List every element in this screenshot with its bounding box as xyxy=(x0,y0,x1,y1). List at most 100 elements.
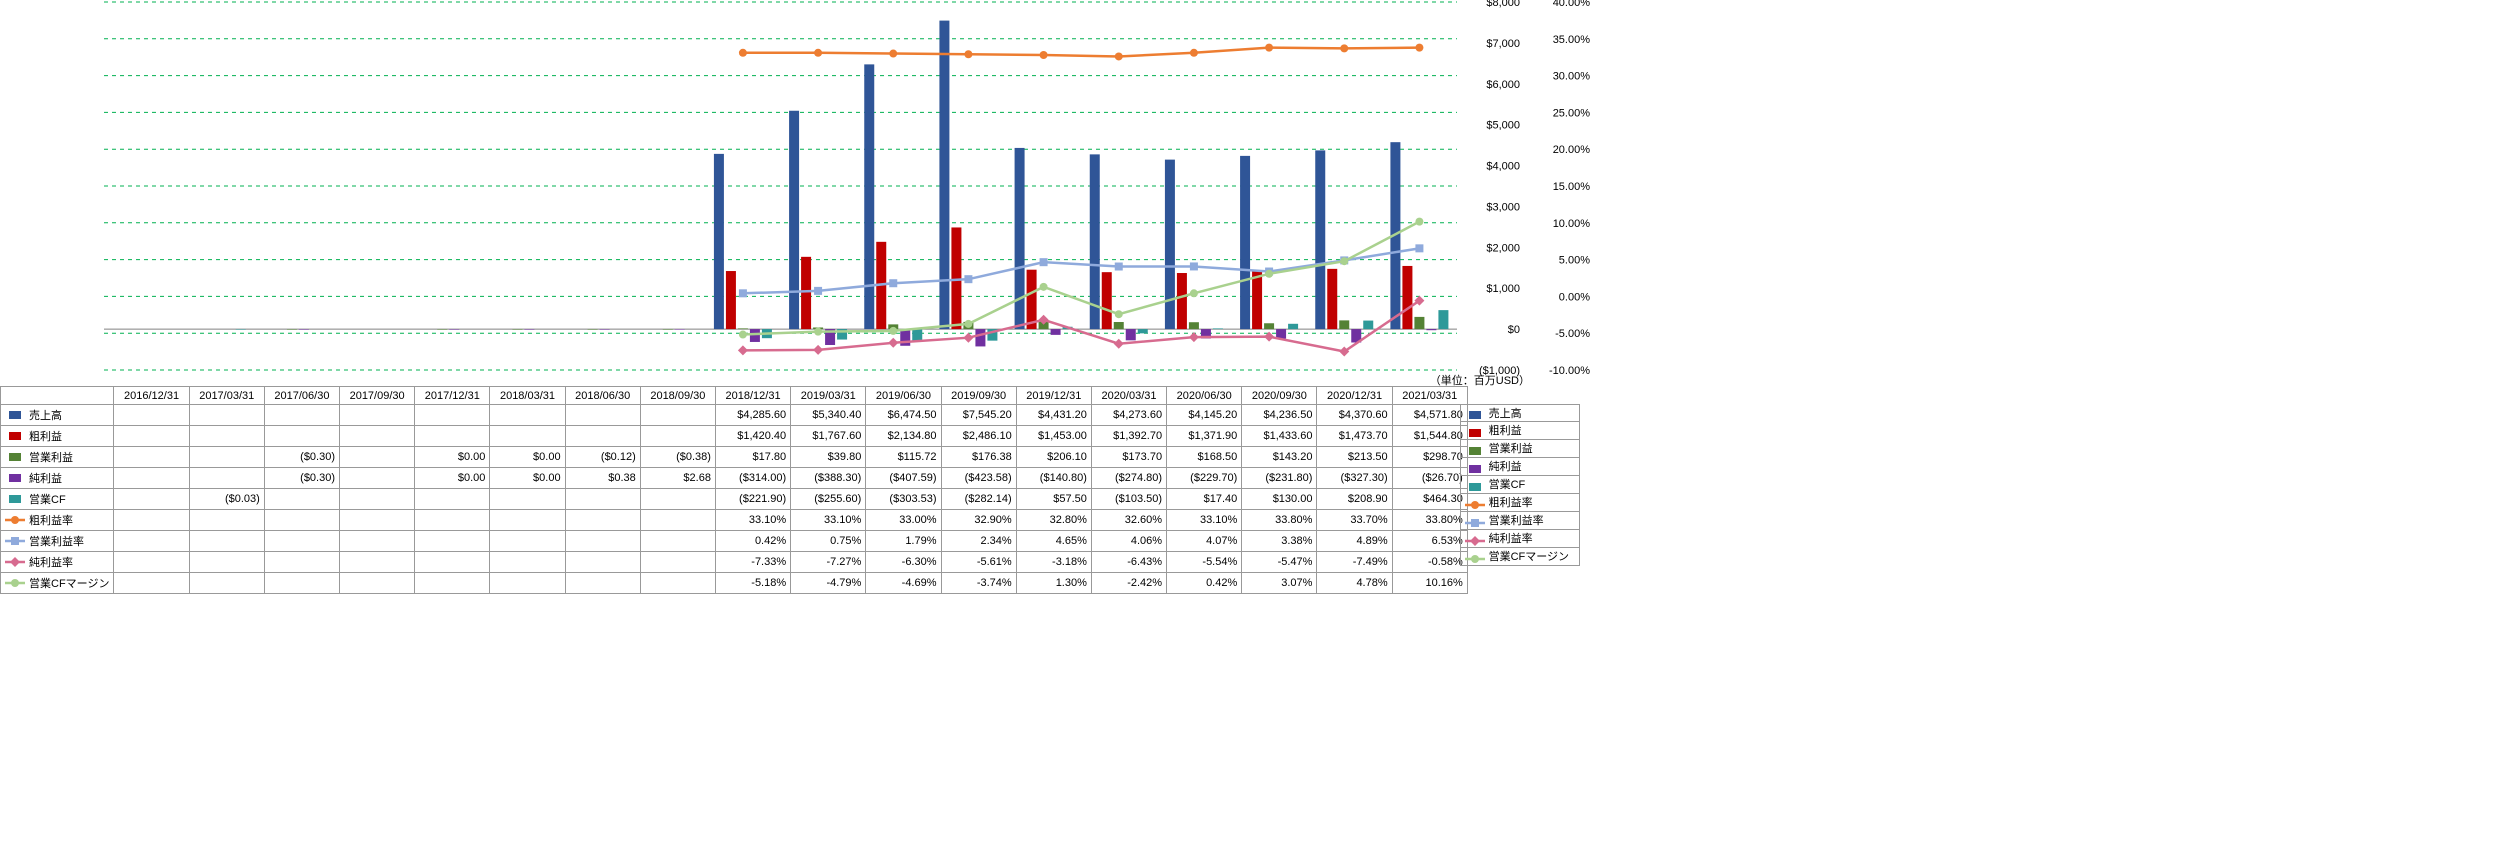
svg-text:$4,000: $4,000 xyxy=(1486,161,1520,173)
bar-opinc xyxy=(588,329,598,330)
legend-label-npm: 純利益率 xyxy=(1489,533,1533,545)
bar-netinc xyxy=(600,329,610,330)
bar-opinc xyxy=(1189,322,1199,329)
bar-opinc xyxy=(1264,323,1274,329)
legend-label-gross: 粗利益 xyxy=(1489,425,1522,437)
bar-sales xyxy=(1015,148,1025,329)
row-label-opinc: 営業利益 xyxy=(29,452,73,464)
period-header: 2018/09/30 xyxy=(640,387,715,405)
bar-opcf xyxy=(1288,324,1298,329)
period-header: 2020/12/31 xyxy=(1317,387,1392,405)
bar-sales xyxy=(864,64,874,329)
svg-text:-10.00%: -10.00% xyxy=(1549,365,1590,377)
bar-netinc xyxy=(1051,329,1061,335)
bar-gross xyxy=(951,227,961,329)
bar-opinc xyxy=(1414,317,1424,329)
bar-netinc xyxy=(1126,329,1136,340)
bar-gross xyxy=(1327,269,1337,329)
bar-netinc xyxy=(1426,329,1436,330)
bar-gross xyxy=(1402,266,1412,329)
bar-sales xyxy=(789,111,799,329)
svg-text:0.00%: 0.00% xyxy=(1559,291,1590,303)
bar-opcf xyxy=(1363,321,1373,330)
bar-opinc xyxy=(1339,320,1349,329)
svg-text:$1,000: $1,000 xyxy=(1486,283,1520,295)
legend-label-opinc: 営業利益 xyxy=(1489,443,1533,455)
bar-gross xyxy=(801,257,811,329)
period-header: 2017/03/31 xyxy=(189,387,264,405)
bar-opinc xyxy=(287,329,297,330)
bar-opinc xyxy=(1114,322,1124,329)
period-header: 2016/12/31 xyxy=(114,387,189,405)
period-header: 2020/06/30 xyxy=(1167,387,1242,405)
svg-text:15.00%: 15.00% xyxy=(1553,181,1591,193)
bar-netinc xyxy=(299,329,309,330)
bar-opcf xyxy=(236,329,246,330)
svg-text:（単位：百万USD）: （単位：百万USD） xyxy=(1430,373,1530,387)
period-header: 2021/03/31 xyxy=(1392,387,1467,405)
svg-text:$6,000: $6,000 xyxy=(1486,79,1520,91)
legend-label-opcf: 営業CF xyxy=(1489,479,1526,491)
period-header: 2018/12/31 xyxy=(715,387,790,405)
svg-text:40.00%: 40.00% xyxy=(1553,0,1591,9)
bar-gross xyxy=(726,271,736,329)
bar-netinc xyxy=(975,329,985,346)
bar-netinc xyxy=(750,329,760,342)
period-header: 2018/03/31 xyxy=(490,387,565,405)
bar-netinc xyxy=(449,329,459,330)
legend-label-sales: 売上高 xyxy=(1489,408,1522,420)
svg-text:35.00%: 35.00% xyxy=(1553,34,1591,46)
svg-text:5.00%: 5.00% xyxy=(1559,255,1590,267)
row-label-cfm: 営業CFマージン xyxy=(29,578,109,590)
svg-text:$7,000: $7,000 xyxy=(1486,38,1520,50)
period-header: 2019/12/31 xyxy=(1016,387,1091,405)
row-label-opm: 営業利益率 xyxy=(29,536,84,548)
svg-text:10.00%: 10.00% xyxy=(1553,218,1591,230)
bar-opcf xyxy=(1438,310,1448,329)
svg-text:25.00%: 25.00% xyxy=(1553,107,1591,119)
row-label-gm: 粗利益率 xyxy=(29,515,73,527)
svg-text:$0: $0 xyxy=(1508,324,1520,336)
bar-sales xyxy=(1240,156,1250,329)
row-label-netinc: 純利益 xyxy=(29,473,62,485)
row-label-npm: 純利益率 xyxy=(29,557,73,569)
period-header: 2017/12/31 xyxy=(415,387,490,405)
period-header: 2017/06/30 xyxy=(264,387,339,405)
bar-gross xyxy=(1252,270,1262,329)
bar-gross xyxy=(1177,273,1187,329)
svg-text:$5,000: $5,000 xyxy=(1486,120,1520,132)
svg-text:20.00%: 20.00% xyxy=(1553,144,1591,156)
period-header: 2019/03/31 xyxy=(791,387,866,405)
bar-netinc xyxy=(524,329,534,330)
legend-label-gm: 粗利益率 xyxy=(1489,497,1533,509)
period-header: 2019/09/30 xyxy=(941,387,1016,405)
bar-gross xyxy=(1027,270,1037,329)
svg-text:$3,000: $3,000 xyxy=(1486,201,1520,213)
bar-sales xyxy=(1315,150,1325,329)
bar-opcf xyxy=(1138,329,1148,333)
bar-opinc xyxy=(738,328,748,329)
bar-netinc xyxy=(675,329,685,330)
data-table: 2016/12/312017/03/312017/06/302017/09/30… xyxy=(0,386,1468,594)
bar-opinc xyxy=(512,329,522,330)
row-label-sales: 売上高 xyxy=(29,410,62,422)
bar-opinc xyxy=(437,329,447,330)
period-header: 2017/09/30 xyxy=(340,387,415,405)
bar-opinc xyxy=(663,329,673,330)
svg-text:$8,000: $8,000 xyxy=(1486,0,1520,9)
period-header: 2020/03/31 xyxy=(1091,387,1166,405)
financial-chart: ($1,000)$0$1,000$2,000$3,000$4,000$5,000… xyxy=(0,0,2495,402)
period-header: 2019/06/30 xyxy=(866,387,941,405)
period-header: 2020/09/30 xyxy=(1242,387,1317,405)
legend-label-cfm: 営業CFマージン xyxy=(1489,551,1569,563)
svg-text:-5.00%: -5.00% xyxy=(1555,328,1590,340)
legend-label-opm: 営業利益率 xyxy=(1489,515,1544,527)
bar-sales xyxy=(939,21,949,330)
line-gm xyxy=(743,48,1419,57)
legend: 売上高粗利益営業利益純利益営業CF 粗利益率営業利益率純利益率営業CFマージン xyxy=(1460,404,1580,566)
legend-label-netinc: 純利益 xyxy=(1489,461,1522,473)
bar-sales xyxy=(714,154,724,329)
period-header: 2018/06/30 xyxy=(565,387,640,405)
bar-opcf xyxy=(1213,328,1223,329)
svg-text:$2,000: $2,000 xyxy=(1486,242,1520,254)
